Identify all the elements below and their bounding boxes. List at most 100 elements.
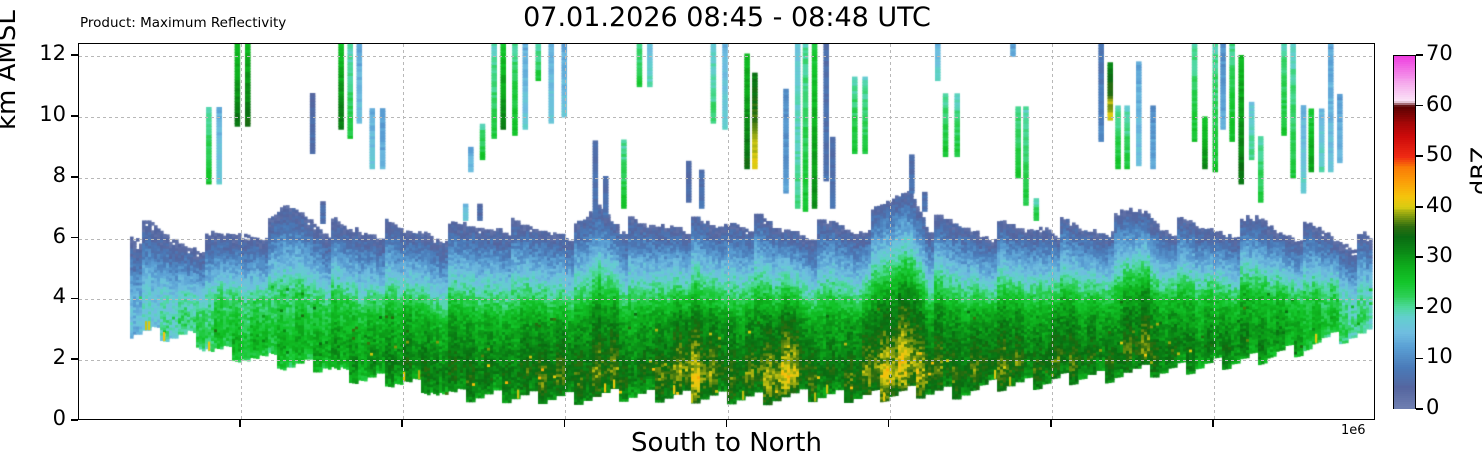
colorbar-segment bbox=[1394, 202, 1415, 206]
colorbar-tick-mark bbox=[1416, 104, 1423, 107]
colorbar-tick-label-60: 60 bbox=[1426, 91, 1453, 116]
colorbar-segment bbox=[1394, 200, 1415, 204]
colorbar-segment bbox=[1394, 278, 1415, 282]
colorbar-segment bbox=[1394, 302, 1415, 305]
colorbar-segment bbox=[1394, 144, 1415, 147]
colorbar-segment bbox=[1394, 222, 1415, 225]
colorbar-segment bbox=[1394, 187, 1415, 190]
colorbar-segment bbox=[1394, 380, 1415, 384]
colorbar-segment bbox=[1394, 349, 1415, 352]
colorbar-segment bbox=[1394, 316, 1415, 319]
colorbar-segment bbox=[1394, 263, 1415, 266]
x-tick-mark bbox=[725, 420, 728, 427]
colorbar-segment bbox=[1394, 259, 1415, 262]
colorbar-segment bbox=[1394, 378, 1415, 382]
colorbar-segment bbox=[1394, 290, 1415, 294]
colorbar-segment bbox=[1394, 364, 1415, 368]
colorbar-segment bbox=[1394, 230, 1415, 233]
colorbar-segment bbox=[1394, 331, 1415, 335]
colorbar-segment bbox=[1394, 325, 1415, 329]
colorbar-segment bbox=[1394, 57, 1415, 61]
colorbar-segment bbox=[1394, 140, 1415, 143]
y-tick-mark bbox=[71, 175, 78, 178]
colorbar-segment bbox=[1394, 404, 1415, 407]
colorbar-segment bbox=[1394, 204, 1415, 208]
colorbar-segment bbox=[1394, 65, 1415, 69]
x-tick-mark bbox=[563, 420, 566, 427]
colorbar-segment bbox=[1394, 59, 1415, 63]
colorbar-segment bbox=[1394, 81, 1415, 84]
y-tick-mark bbox=[71, 236, 78, 239]
y-tick-mark bbox=[71, 297, 78, 300]
colorbar-segment bbox=[1394, 392, 1415, 395]
colorbar-segment bbox=[1394, 104, 1415, 108]
colorbar-segment bbox=[1394, 329, 1415, 333]
colorbar-segment bbox=[1394, 177, 1415, 180]
colorbar-segment bbox=[1394, 282, 1415, 286]
colorbar-segment bbox=[1394, 165, 1415, 168]
colorbar-tick-mark bbox=[1416, 54, 1423, 56]
colorbar-segment bbox=[1394, 333, 1415, 337]
colorbar-tick-label-50: 50 bbox=[1426, 142, 1453, 167]
x-axis-label: South to North bbox=[631, 428, 822, 458]
colorbar-segment bbox=[1394, 132, 1415, 135]
colorbar-segment bbox=[1394, 337, 1415, 341]
colorbar-segment bbox=[1394, 361, 1415, 364]
colorbar-segment bbox=[1394, 390, 1415, 393]
colorbar-segment bbox=[1394, 284, 1415, 288]
colorbar-segment bbox=[1394, 216, 1415, 219]
colorbar-segment bbox=[1394, 75, 1415, 79]
page-title: 07.01.2026 08:45 - 08:48 UTC bbox=[523, 2, 931, 33]
colorbar-segment bbox=[1394, 112, 1415, 116]
colorbar-segment bbox=[1394, 128, 1415, 131]
colorbar bbox=[1393, 55, 1416, 409]
colorbar-segment bbox=[1394, 196, 1415, 200]
colorbar-segment bbox=[1394, 147, 1415, 151]
colorbar-segment bbox=[1394, 149, 1415, 153]
colorbar-segment bbox=[1394, 312, 1415, 315]
colorbar-segment bbox=[1394, 308, 1415, 311]
product-label: Product: Maximum Reflectivity bbox=[80, 15, 287, 31]
colorbar-segment bbox=[1394, 153, 1415, 157]
colorbar-segment bbox=[1394, 175, 1415, 178]
colorbar-segment bbox=[1394, 370, 1415, 374]
colorbar-segment bbox=[1394, 226, 1415, 229]
colorbar-segment bbox=[1394, 183, 1415, 186]
colorbar-segment bbox=[1394, 232, 1415, 235]
colorbar-segment bbox=[1394, 339, 1415, 343]
colorbar-segment bbox=[1394, 347, 1415, 350]
colorbar-segment bbox=[1394, 318, 1415, 321]
colorbar-segment bbox=[1394, 359, 1415, 362]
colorbar-tick-label-0: 0 bbox=[1426, 395, 1440, 419]
colorbar-segment bbox=[1394, 228, 1415, 231]
colorbar-segment bbox=[1394, 372, 1415, 376]
colorbar-segment bbox=[1394, 245, 1415, 249]
colorbar-segment bbox=[1394, 91, 1415, 94]
colorbar-segment bbox=[1394, 294, 1415, 298]
colorbar-segment bbox=[1394, 396, 1415, 399]
colorbar-segment bbox=[1394, 99, 1415, 102]
colorbar-segment bbox=[1394, 341, 1415, 344]
colorbar-segment bbox=[1394, 126, 1415, 129]
colorbar-segment bbox=[1394, 310, 1415, 313]
colorbar-segment bbox=[1394, 220, 1415, 223]
y-tick-mark bbox=[71, 358, 78, 360]
colorbar-segment bbox=[1394, 335, 1415, 339]
colorbar-segment bbox=[1394, 269, 1415, 272]
colorbar-tick-mark bbox=[1416, 155, 1423, 157]
colorbar-segment bbox=[1394, 306, 1415, 309]
colorbar-segment bbox=[1394, 345, 1415, 348]
colorbar-segment bbox=[1394, 208, 1415, 211]
colorbar-segment bbox=[1394, 296, 1415, 299]
colorbar-segment bbox=[1394, 355, 1415, 358]
colorbar-segment bbox=[1394, 398, 1415, 401]
colorbar-segment bbox=[1394, 273, 1415, 276]
colorbar-segment bbox=[1394, 276, 1415, 280]
colorbar-segment bbox=[1394, 212, 1415, 215]
colorbar-segment bbox=[1394, 376, 1415, 380]
colorbar-segment bbox=[1394, 194, 1415, 198]
y-tick-mark bbox=[71, 54, 78, 56]
x-tick-mark bbox=[401, 420, 404, 427]
colorbar-segment bbox=[1394, 102, 1415, 106]
